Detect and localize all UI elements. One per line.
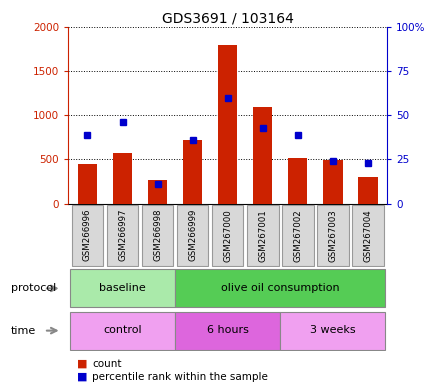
Text: count: count: [92, 359, 122, 369]
Bar: [148, 180, 167, 204]
Bar: [358, 177, 378, 204]
FancyBboxPatch shape: [177, 205, 209, 266]
FancyBboxPatch shape: [70, 269, 175, 308]
FancyBboxPatch shape: [282, 205, 314, 266]
Bar: [183, 140, 202, 204]
Text: GSM266998: GSM266998: [153, 209, 162, 262]
Text: ■: ■: [77, 372, 88, 382]
FancyBboxPatch shape: [352, 205, 384, 266]
FancyBboxPatch shape: [212, 205, 243, 266]
Bar: [253, 107, 272, 204]
Text: baseline: baseline: [99, 283, 146, 293]
Bar: [218, 45, 237, 204]
Text: olive oil consumption: olive oil consumption: [221, 283, 340, 293]
FancyBboxPatch shape: [247, 205, 279, 266]
Bar: [323, 160, 342, 204]
Text: protocol: protocol: [11, 283, 56, 293]
Title: GDS3691 / 103164: GDS3691 / 103164: [162, 12, 293, 26]
Text: GSM266999: GSM266999: [188, 209, 197, 262]
Bar: [288, 157, 308, 204]
Bar: [113, 153, 132, 204]
FancyBboxPatch shape: [280, 311, 385, 350]
FancyBboxPatch shape: [107, 205, 138, 266]
Text: GSM267002: GSM267002: [293, 209, 302, 262]
Text: 3 weeks: 3 weeks: [310, 325, 356, 335]
Text: GSM266997: GSM266997: [118, 209, 127, 262]
Text: GSM266996: GSM266996: [83, 209, 92, 262]
Text: GSM267000: GSM267000: [223, 209, 232, 262]
Text: GSM267003: GSM267003: [328, 209, 337, 262]
FancyBboxPatch shape: [70, 311, 175, 350]
FancyBboxPatch shape: [142, 205, 173, 266]
FancyBboxPatch shape: [175, 311, 280, 350]
Text: ■: ■: [77, 359, 88, 369]
FancyBboxPatch shape: [175, 269, 385, 308]
Text: time: time: [11, 326, 36, 336]
Text: GSM267001: GSM267001: [258, 209, 267, 262]
FancyBboxPatch shape: [317, 205, 348, 266]
Text: GSM267004: GSM267004: [363, 209, 372, 262]
FancyBboxPatch shape: [72, 205, 103, 266]
Text: percentile rank within the sample: percentile rank within the sample: [92, 372, 268, 382]
Text: control: control: [103, 325, 142, 335]
Text: 6 hours: 6 hours: [207, 325, 249, 335]
Bar: [78, 164, 97, 204]
